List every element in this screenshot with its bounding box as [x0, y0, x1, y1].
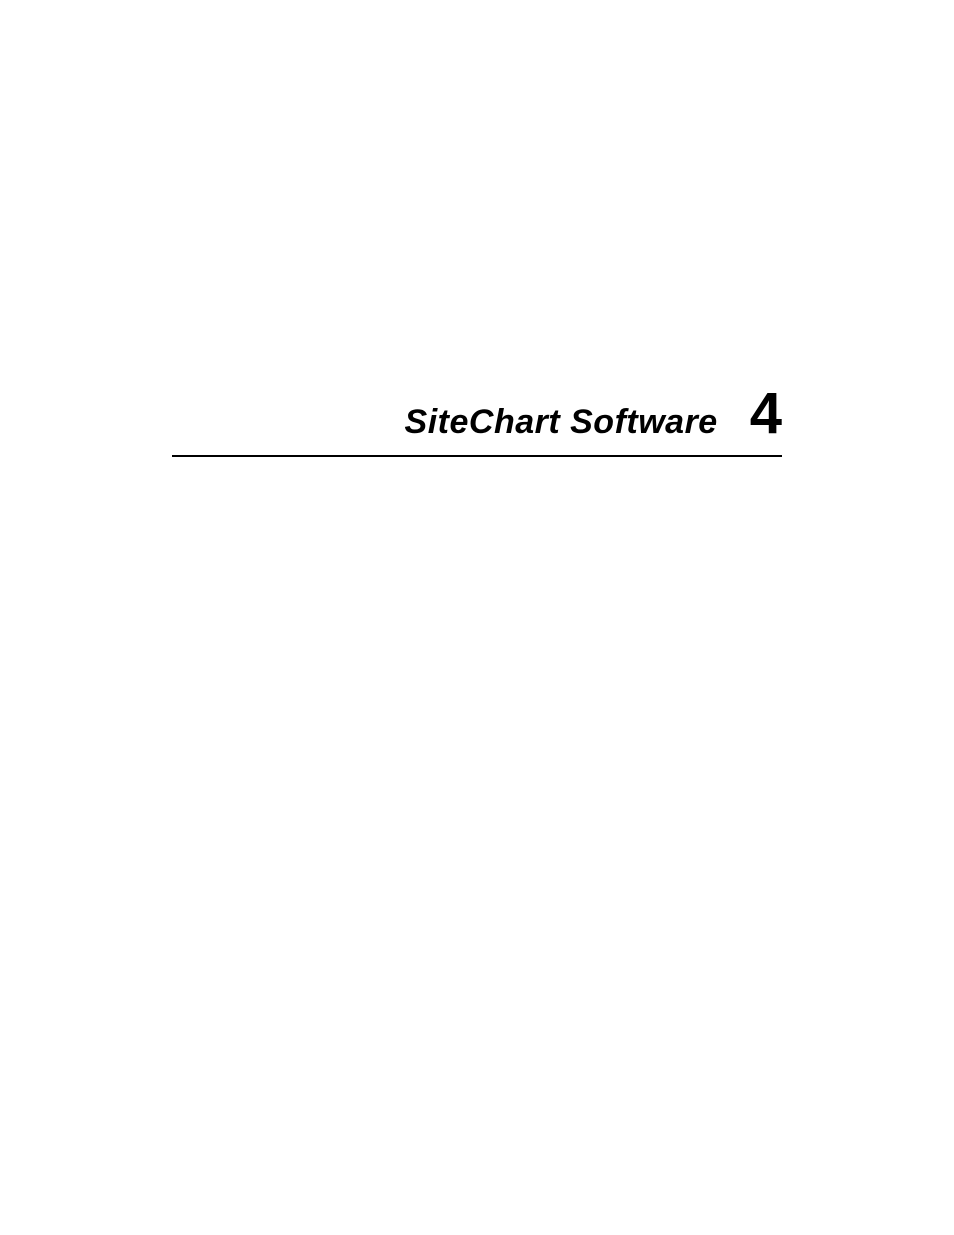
chapter-heading: SiteChart Software 4 — [172, 385, 782, 457]
chapter-number: 4 — [750, 385, 782, 443]
chapter-title: SiteChart Software — [405, 403, 718, 442]
page-container: SiteChart Software 4 — [0, 0, 954, 1235]
